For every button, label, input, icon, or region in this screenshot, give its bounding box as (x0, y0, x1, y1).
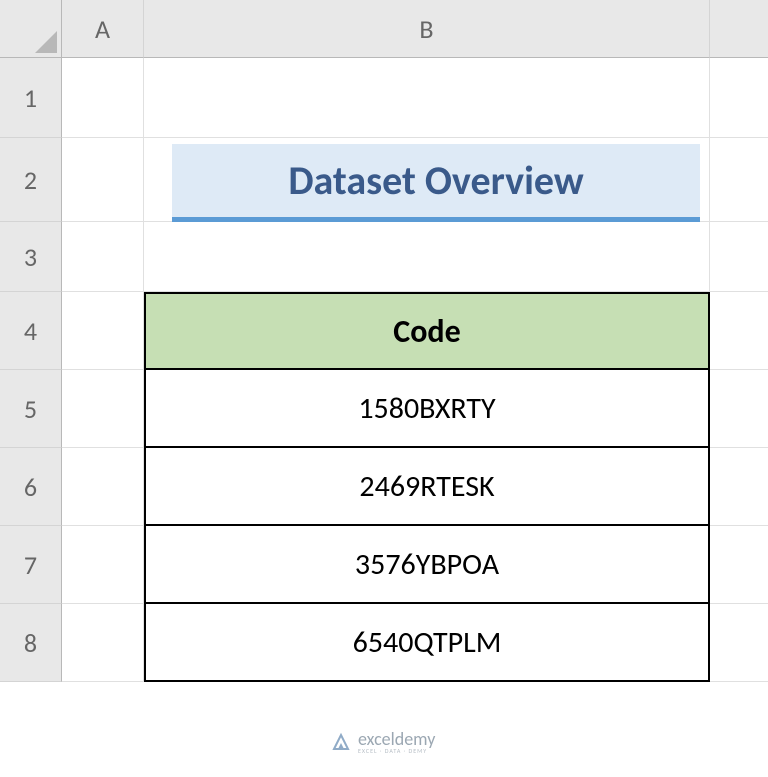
cell-C7[interactable] (710, 526, 768, 604)
cell-A5[interactable] (62, 370, 144, 448)
row-header-3[interactable]: 3 (0, 222, 62, 292)
row-header-2[interactable]: 2 (0, 138, 62, 222)
table-row[interactable]: 1580BXRTY (144, 370, 710, 448)
cell-A4[interactable] (62, 292, 144, 370)
row-header-5[interactable]: 5 (0, 370, 62, 448)
col-header-A[interactable]: A (62, 0, 144, 58)
cell-C6[interactable] (710, 448, 768, 526)
logo-icon (330, 731, 352, 753)
select-all-corner[interactable] (0, 0, 62, 58)
col-header-B[interactable]: B (144, 0, 710, 58)
watermark-subtext: EXCEL · DATA · DEMY (358, 748, 435, 754)
cell-C2[interactable] (710, 138, 768, 222)
cell-B3[interactable] (144, 222, 710, 292)
table-row[interactable]: 3576YBPOA (144, 526, 710, 604)
row-header-6[interactable]: 6 (0, 448, 62, 526)
select-all-icon (35, 31, 57, 53)
cell-A8[interactable] (62, 604, 144, 682)
cell-C5[interactable] (710, 370, 768, 448)
cell-A3[interactable] (62, 222, 144, 292)
table-row[interactable]: 6540QTPLM (144, 604, 710, 682)
watermark: exceldemy EXCEL · DATA · DEMY (330, 730, 435, 754)
cell-A7[interactable] (62, 526, 144, 604)
cell-C1[interactable] (710, 58, 768, 138)
row-header-1[interactable]: 1 (0, 58, 62, 138)
row-headers: 1 2 3 4 5 6 7 8 (0, 58, 62, 682)
cell-C3[interactable] (710, 222, 768, 292)
cell-A1[interactable] (62, 58, 144, 138)
table-row[interactable]: 2469RTESK (144, 448, 710, 526)
col-header-C[interactable] (710, 0, 768, 58)
cell-C8[interactable] (710, 604, 768, 682)
cell-A6[interactable] (62, 448, 144, 526)
cell-A2[interactable] (62, 138, 144, 222)
watermark-text: exceldemy (358, 730, 435, 748)
cell-B1[interactable] (144, 58, 710, 138)
column-headers: A B (62, 0, 768, 58)
row-header-8[interactable]: 8 (0, 604, 62, 682)
cell-C4[interactable] (710, 292, 768, 370)
row-header-4[interactable]: 4 (0, 292, 62, 370)
data-table: Code 1580BXRTY 2469RTESK 3576YBPOA 6540Q… (144, 292, 710, 682)
row-header-7[interactable]: 7 (0, 526, 62, 604)
spreadsheet: A B 1 2 3 4 5 6 7 8 (0, 0, 768, 777)
table-header-code[interactable]: Code (144, 292, 710, 370)
page-title: Dataset Overview (172, 144, 700, 222)
